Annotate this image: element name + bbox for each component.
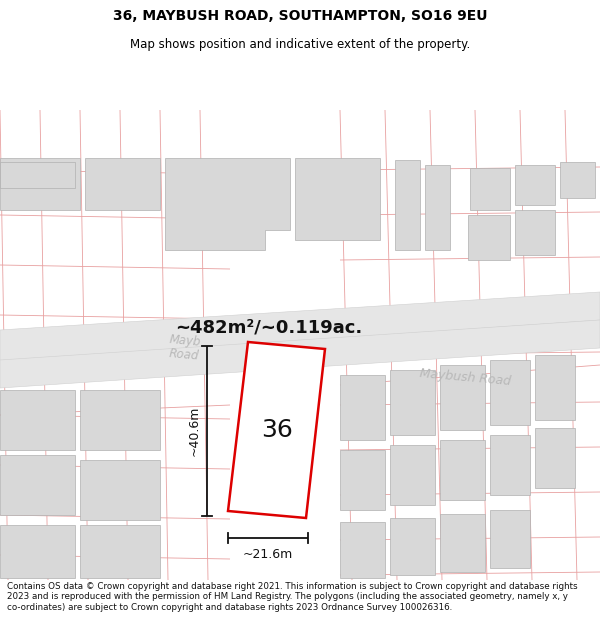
Text: Contains OS data © Crown copyright and database right 2021. This information is : Contains OS data © Crown copyright and d… xyxy=(7,582,578,612)
Polygon shape xyxy=(395,160,420,250)
Text: Mayb
Road: Mayb Road xyxy=(168,333,202,363)
Text: 36: 36 xyxy=(261,418,293,442)
Polygon shape xyxy=(340,522,385,578)
Polygon shape xyxy=(165,158,290,250)
Text: ~40.6m: ~40.6m xyxy=(187,406,200,456)
Polygon shape xyxy=(295,158,380,240)
Polygon shape xyxy=(535,428,575,488)
Polygon shape xyxy=(535,355,575,420)
Polygon shape xyxy=(340,450,385,510)
Text: 36, MAYBUSH ROAD, SOUTHAMPTON, SO16 9EU: 36, MAYBUSH ROAD, SOUTHAMPTON, SO16 9EU xyxy=(113,9,487,23)
Polygon shape xyxy=(0,390,75,450)
Polygon shape xyxy=(0,162,75,188)
Text: ~21.6m: ~21.6m xyxy=(243,548,293,561)
Text: Map shows position and indicative extent of the property.: Map shows position and indicative extent… xyxy=(130,38,470,51)
Polygon shape xyxy=(440,440,485,500)
Polygon shape xyxy=(490,435,530,495)
Polygon shape xyxy=(0,455,75,515)
Polygon shape xyxy=(228,342,325,518)
Polygon shape xyxy=(390,445,435,505)
Polygon shape xyxy=(85,158,160,210)
Polygon shape xyxy=(80,525,160,578)
Polygon shape xyxy=(468,215,510,260)
Polygon shape xyxy=(425,165,450,250)
Polygon shape xyxy=(0,525,75,578)
Polygon shape xyxy=(80,460,160,520)
Polygon shape xyxy=(340,375,385,440)
Polygon shape xyxy=(0,320,600,388)
Polygon shape xyxy=(390,370,435,435)
Polygon shape xyxy=(390,518,435,575)
Polygon shape xyxy=(490,360,530,425)
Polygon shape xyxy=(560,162,595,198)
Polygon shape xyxy=(515,165,555,205)
Polygon shape xyxy=(470,168,510,210)
Text: ~482m²/~0.119ac.: ~482m²/~0.119ac. xyxy=(175,319,362,337)
Polygon shape xyxy=(80,390,160,450)
Polygon shape xyxy=(0,158,80,210)
Polygon shape xyxy=(490,510,530,568)
Polygon shape xyxy=(0,292,600,362)
Text: Maybush Road: Maybush Road xyxy=(419,368,511,389)
Polygon shape xyxy=(515,210,555,255)
Polygon shape xyxy=(440,365,485,430)
Polygon shape xyxy=(440,514,485,572)
